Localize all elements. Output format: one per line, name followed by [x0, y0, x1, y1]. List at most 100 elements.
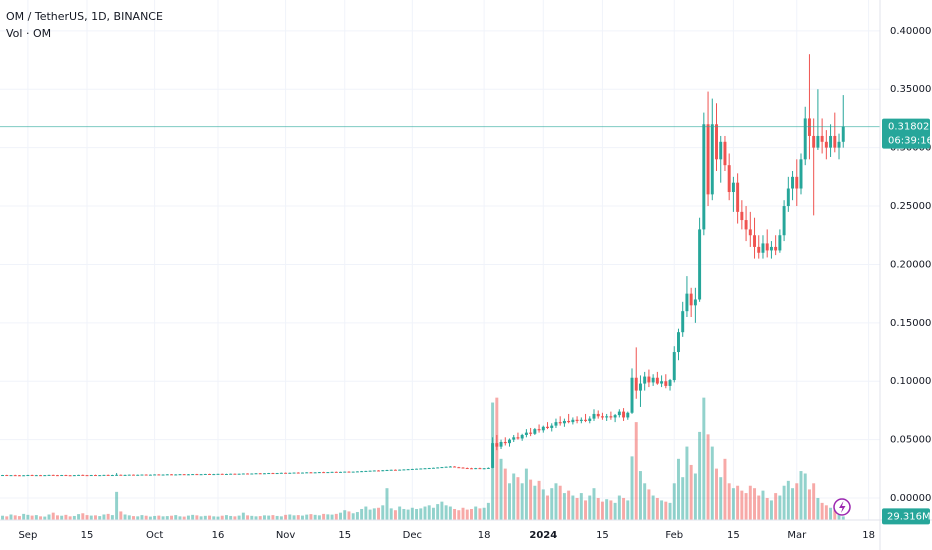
volume-bar	[89, 515, 93, 520]
volume-bar	[613, 502, 617, 520]
volume-bar	[651, 495, 655, 520]
volume-bar	[516, 477, 520, 520]
alert-icon[interactable]	[833, 498, 851, 516]
volume-bar	[672, 483, 676, 520]
candle-body	[212, 474, 216, 476]
candle-body	[292, 472, 296, 474]
volume-bar	[499, 458, 503, 520]
candle-body	[474, 468, 478, 470]
candle-body	[229, 473, 233, 475]
candle-body	[660, 381, 664, 384]
volume-bar	[736, 485, 740, 520]
volume-bar	[34, 515, 38, 520]
x-tick-label: 18	[862, 530, 875, 541]
candle-body	[736, 182, 740, 212]
candle-body	[651, 377, 655, 383]
candle-body	[579, 419, 583, 421]
candle-body	[317, 472, 321, 474]
candle-body	[803, 118, 807, 160]
volume-bar	[51, 512, 55, 520]
x-tick-label: 15	[81, 530, 94, 541]
candle-body	[208, 473, 212, 475]
candle-body	[820, 135, 824, 142]
candle-body	[47, 474, 51, 476]
candle-body	[461, 467, 465, 469]
candle-body	[774, 246, 778, 251]
axes: 0.00000 0.05000 0.10000 0.15000 0.20000 0.250…	[18, 26, 932, 541]
candle-body	[115, 474, 119, 476]
volume-bar	[664, 501, 668, 520]
candle-body	[600, 416, 604, 418]
y-tick-label: 0.35000	[890, 84, 931, 95]
candle-body	[833, 135, 837, 148]
volume-bar	[233, 516, 237, 520]
volume-bar	[571, 495, 575, 520]
volume-bar	[668, 502, 672, 520]
volume-bar	[85, 515, 89, 520]
candle-body	[51, 474, 55, 476]
candle-body	[39, 475, 43, 477]
volume-bar	[322, 513, 326, 520]
volume-bar	[723, 458, 727, 520]
candle-body	[731, 182, 735, 193]
x-tick-label: 15	[727, 530, 740, 541]
alert-bolt[interactable]	[839, 501, 846, 513]
volume-bar	[592, 488, 596, 520]
volume-bar	[761, 490, 765, 520]
volume-bar	[178, 516, 182, 520]
candle-body	[64, 475, 68, 477]
volume-bar	[93, 515, 97, 520]
volume-bar	[702, 397, 706, 520]
candle-body	[837, 141, 841, 148]
volume-bar	[355, 512, 359, 520]
candle-body	[415, 468, 419, 470]
volume-bar	[478, 508, 482, 520]
volume-bar	[326, 514, 330, 520]
volume-bar	[402, 508, 406, 520]
volume-bar	[17, 516, 21, 520]
candle-body	[1, 475, 5, 477]
volume-bar	[305, 514, 309, 520]
volume-bar	[132, 516, 135, 520]
candle-body	[60, 475, 64, 477]
candle-body	[550, 425, 554, 428]
volume-bar	[837, 512, 841, 520]
candle-body	[334, 471, 338, 473]
candle-body	[191, 474, 195, 476]
candle-body	[638, 383, 642, 391]
volume-bar	[254, 516, 258, 520]
candle-body	[385, 470, 389, 472]
volume-bar	[799, 471, 803, 520]
volume-bar	[757, 495, 761, 520]
volume-bar	[216, 516, 220, 520]
x-tick-label: 16	[212, 530, 225, 541]
volume-bar	[347, 511, 351, 520]
candle-body	[613, 415, 617, 418]
candle-body	[174, 474, 178, 476]
x-tick-label: 15	[338, 530, 351, 541]
volume-bar	[22, 513, 26, 520]
volume-bar	[774, 493, 778, 520]
volume-bar	[482, 507, 486, 520]
candle-body	[761, 243, 765, 253]
candle-body	[279, 472, 283, 474]
volume-bar	[127, 515, 131, 520]
volume-tag	[882, 508, 930, 525]
volume-bar	[1, 515, 5, 520]
candle-body	[782, 206, 786, 236]
volume-bar	[136, 516, 140, 520]
x-tick-label: Mar	[787, 530, 807, 541]
volume-bar	[410, 507, 414, 520]
candle-body	[275, 473, 279, 475]
candle-body	[685, 293, 689, 312]
volume-bar	[719, 477, 723, 520]
volume-bar	[778, 495, 782, 520]
candle-body	[34, 475, 38, 477]
volume-bar	[368, 509, 372, 520]
volume-bar	[440, 501, 444, 520]
volume-bar	[503, 468, 507, 520]
candle-body	[520, 434, 524, 439]
candle-body	[508, 439, 511, 444]
candle-body	[448, 466, 452, 468]
volume-bar	[710, 446, 714, 520]
